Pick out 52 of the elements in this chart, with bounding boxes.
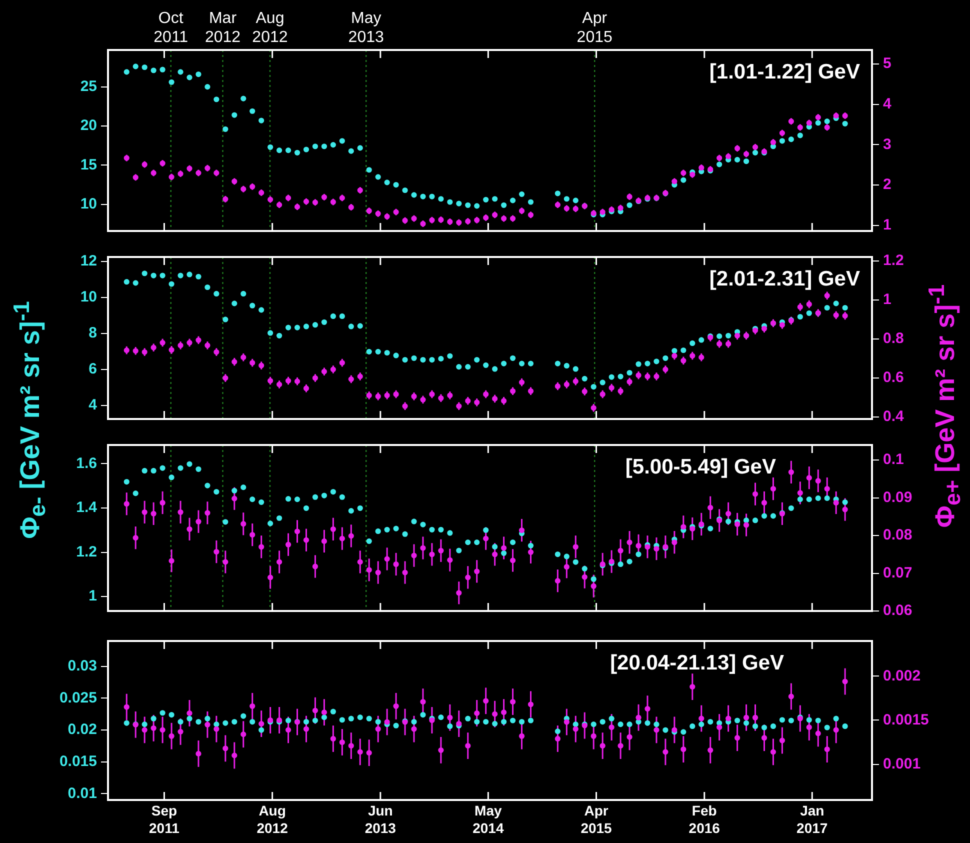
y-tick-label: 10 xyxy=(80,288,97,306)
y2-tick-label: 1.2 xyxy=(883,252,904,270)
y-tick-label: 0.01 xyxy=(68,784,97,802)
x-tick-label: Feb 2016 xyxy=(688,802,720,836)
y-tick-label: 10 xyxy=(80,196,97,212)
y-tick-label: 0.015 xyxy=(59,752,97,770)
y2-tick-label: 0.002 xyxy=(883,667,921,684)
y2-tick-label: 0.001 xyxy=(883,755,921,772)
ref-line-label: Mar 2012 xyxy=(204,10,241,46)
y2-tick-label: 0.06 xyxy=(883,602,912,620)
y-tick-label: 1.2 xyxy=(76,543,97,560)
y-tick-label: 0.025 xyxy=(59,689,97,706)
x-tick-label: Jun 2013 xyxy=(364,802,396,836)
y2-tick-label: 1 xyxy=(883,216,892,234)
ref-line-label: Aug 2012 xyxy=(252,10,288,46)
y2-tick-label: 2 xyxy=(883,176,892,194)
text: [20.04-21.13] GeV xyxy=(610,651,784,674)
y2-tick-label: 1 xyxy=(883,291,892,308)
y-tick-label: 15 xyxy=(80,156,97,174)
x-tick-label: Aug 2012 xyxy=(256,802,288,836)
text: [1.01-1.22] GeV xyxy=(709,60,860,84)
y-tick-label: 0.02 xyxy=(68,721,97,738)
y2-tick-label: 0.6 xyxy=(883,369,904,386)
y2-tick-label: 0.4 xyxy=(883,408,905,426)
y2-tick-label: 3 xyxy=(883,136,892,153)
x-tick-label: Apr 2015 xyxy=(580,802,612,836)
y2-tick-label: 0.1 xyxy=(883,451,904,468)
y-tick-label: 1.4 xyxy=(76,499,98,516)
y-tick-label: 4 xyxy=(88,396,98,414)
y2-tick-label: 0.8 xyxy=(883,330,904,348)
y2-tick-label: 4 xyxy=(883,96,892,113)
y-tick-label: 6 xyxy=(88,360,97,378)
y-tick-label: 25 xyxy=(80,78,97,95)
y-tick-label: 1.6 xyxy=(76,454,97,472)
text: [5.00-5.49] GeV xyxy=(625,455,776,478)
text: [2.01-2.31] GeV xyxy=(709,267,860,290)
x-tick-label: Jan 2017 xyxy=(796,802,828,836)
y2-tick-label: 0.0015 xyxy=(883,711,929,728)
y-tick-label: 12 xyxy=(80,252,97,270)
x-tick-label: Sep 2011 xyxy=(149,802,180,836)
y2-tick-label: 0.08 xyxy=(883,526,912,544)
y2-tick-label: 5 xyxy=(883,55,892,72)
x-tick-label: May 2014 xyxy=(472,802,504,836)
y-tick-label: 20 xyxy=(80,117,97,134)
y-tick-label: 1 xyxy=(88,588,97,605)
ref-line-label: May 2013 xyxy=(348,10,384,46)
y2-tick-label: 0.09 xyxy=(883,488,912,506)
y-tick-label: 0.03 xyxy=(68,658,97,675)
ref-line-label: Oct 2011 xyxy=(154,10,188,46)
y2-tick-label: 0.07 xyxy=(883,564,912,582)
y-tick-label: 8 xyxy=(88,324,97,342)
ref-line-label: Apr 2015 xyxy=(576,10,613,46)
